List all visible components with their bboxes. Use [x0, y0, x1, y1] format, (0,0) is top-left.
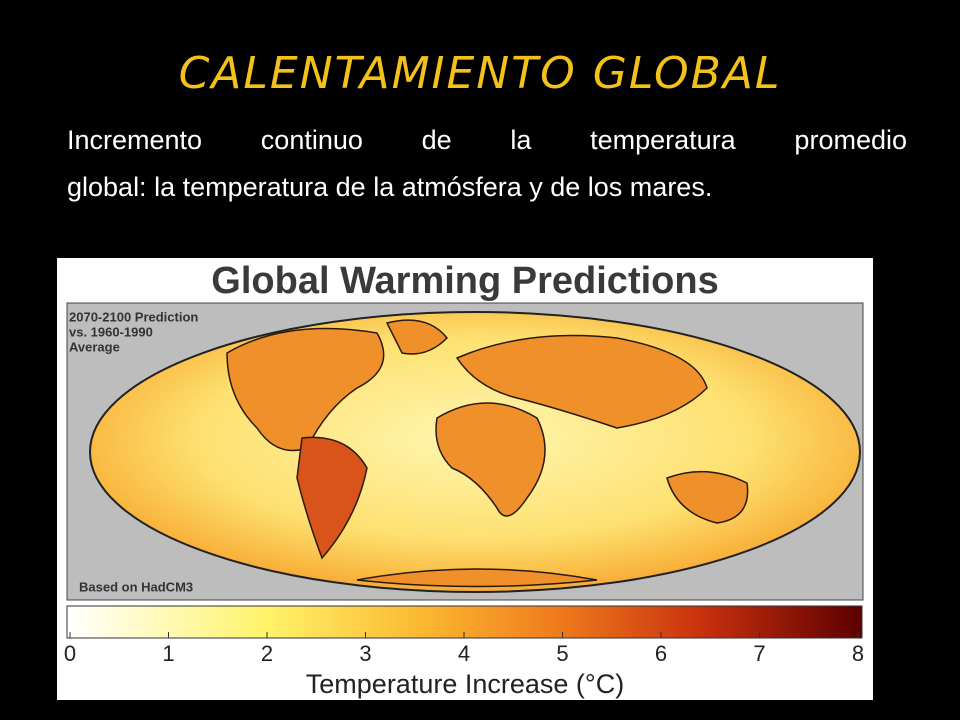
figure: Global Warming Predictions 2070-2100 Pre… [57, 258, 873, 700]
inset-line: 2070-2100 Prediction [69, 309, 198, 324]
figure-title: Global Warming Predictions [211, 260, 718, 302]
colorbar-tick-label: 5 [556, 641, 568, 666]
inset-line: vs. 1960-1990 [69, 324, 153, 339]
description-line: global: la temperatura de la atmósfera y… [67, 172, 713, 202]
colorbar-tick-label: 4 [458, 641, 470, 666]
colorbar-tick-label: 8 [852, 641, 864, 666]
source-label: Based on HadCM3 [79, 579, 193, 594]
continents [226, 319, 749, 588]
colorbar-tick-label: 7 [753, 641, 765, 666]
colorbar-tick-label: 3 [359, 641, 371, 666]
colorbar-tick-label: 1 [162, 641, 174, 666]
colorbar-label: Temperature Increase (°C) [306, 669, 624, 699]
inset-line: Average [69, 339, 120, 354]
slide-title: CALENTAMIENTO GLOBAL [178, 48, 782, 99]
colorbar-tick-label: 0 [64, 641, 76, 666]
description-line: Incremento continuo de la temperatura pr… [67, 125, 907, 155]
colorbar-tick-label: 6 [655, 641, 667, 666]
colorbar-tick-label: 2 [261, 641, 273, 666]
colorbar-ticks: 0 1 2 3 4 5 6 7 8 [64, 632, 864, 666]
